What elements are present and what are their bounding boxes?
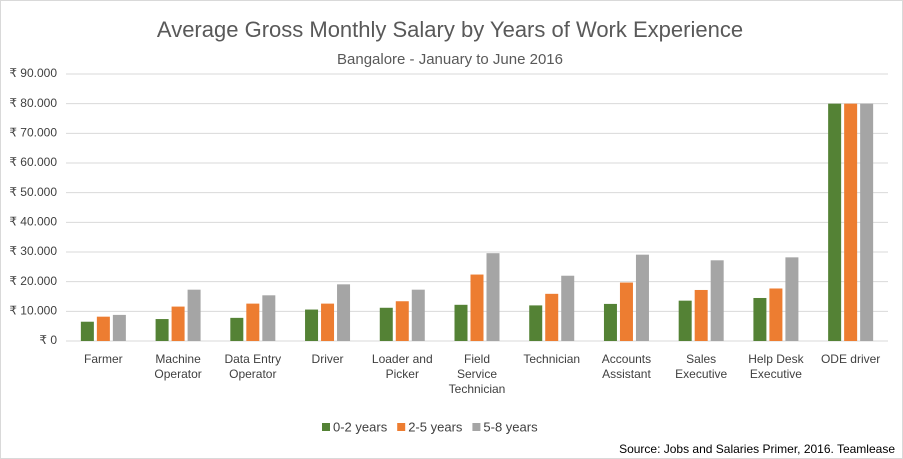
bar xyxy=(603,303,617,341)
bar xyxy=(529,305,543,341)
x-tick-line: Technician xyxy=(523,352,580,366)
x-tick-label: Sales Executive xyxy=(675,352,727,381)
bar xyxy=(785,257,799,341)
bar xyxy=(246,303,260,341)
source-note: Source: Jobs and Salaries Primer, 2016. … xyxy=(619,442,895,456)
legend-swatch xyxy=(397,423,406,431)
bar xyxy=(470,274,484,341)
bar xyxy=(395,301,409,341)
x-tick-line: Sales xyxy=(686,352,716,366)
x-tick-line: Technician xyxy=(449,382,506,396)
bar xyxy=(710,260,724,341)
x-tick-line: Field xyxy=(464,352,490,366)
x-tick-line: Machine xyxy=(155,352,201,366)
bar xyxy=(619,282,633,341)
y-tick-label: ₹ 30.000 xyxy=(9,244,57,258)
x-tick-line: Help Desk xyxy=(748,352,804,366)
legend-label: 2-5 years xyxy=(408,419,463,434)
bar xyxy=(828,103,842,342)
x-tick-label: Farmer xyxy=(84,352,123,366)
bar xyxy=(753,297,767,341)
x-tick-line: Operator xyxy=(154,367,201,381)
bar xyxy=(321,303,335,341)
x-tick-line: Executive xyxy=(750,367,802,381)
bar xyxy=(694,289,708,341)
x-tick-label: Machine Operator xyxy=(154,352,201,381)
x-tick-label: Accounts Assistant xyxy=(602,352,652,381)
bar xyxy=(112,314,126,341)
bar xyxy=(230,317,244,341)
x-tick-label: Field Service Technician xyxy=(449,352,506,396)
x-tick-label: Loader and Picker xyxy=(372,352,433,381)
y-tick-label: ₹ 50.000 xyxy=(9,185,57,199)
legend-swatch xyxy=(472,423,481,431)
legend-label: 0-2 years xyxy=(333,419,388,434)
x-tick-line: Assistant xyxy=(602,367,651,381)
legend-swatch xyxy=(322,423,330,431)
y-tick-label: ₹ 10.000 xyxy=(9,304,57,318)
x-tick-line: Accounts xyxy=(602,352,651,366)
bar xyxy=(155,319,169,341)
y-tick-label: ₹ 40.000 xyxy=(9,215,57,229)
bar xyxy=(96,316,110,341)
x-tick-label: ODE driver xyxy=(821,352,880,366)
y-tick-label: ₹ 60.000 xyxy=(9,155,57,169)
bar xyxy=(379,307,393,341)
bar xyxy=(305,309,319,341)
y-tick-label: ₹ 70.000 xyxy=(9,126,57,140)
x-tick-line: Executive xyxy=(675,367,727,381)
x-tick-label: Help Desk Executive xyxy=(748,352,804,381)
y-tick-label: ₹ 20.000 xyxy=(9,274,57,288)
y-tick-label: ₹ 90.000 xyxy=(9,66,57,80)
bar xyxy=(411,289,425,341)
x-tick-line: Service xyxy=(457,367,497,381)
x-tick-label: Data Entry Operator xyxy=(224,352,281,381)
bar xyxy=(860,103,874,342)
bar xyxy=(635,254,649,341)
y-tick-label: ₹ 0 xyxy=(39,333,57,347)
legend-label: 5-8 years xyxy=(483,419,538,434)
x-tick-label: Technician xyxy=(523,352,580,366)
bar xyxy=(187,289,201,341)
x-tick-line: Data Entry xyxy=(224,352,281,366)
bar xyxy=(486,253,500,341)
bar xyxy=(678,300,692,341)
bar xyxy=(769,288,783,341)
bar xyxy=(454,304,468,341)
x-tick-line: ODE driver xyxy=(821,352,880,366)
chart-title: Average Gross Monthly Salary by Years of… xyxy=(157,17,743,42)
bar xyxy=(844,103,858,342)
bar xyxy=(80,321,94,341)
bar xyxy=(262,295,276,341)
x-tick-line: Driver xyxy=(312,352,344,366)
bar xyxy=(171,306,185,341)
bar xyxy=(337,284,351,341)
chart-subtitle: Bangalore - January to June 2016 xyxy=(337,51,563,68)
x-tick-label: Driver xyxy=(312,352,344,366)
x-tick-line: Operator xyxy=(229,367,276,381)
y-tick-label: ₹ 80.000 xyxy=(9,96,57,110)
bar xyxy=(545,293,559,341)
x-tick-line: Loader and xyxy=(372,352,433,366)
x-tick-line: Picker xyxy=(386,367,419,381)
bar xyxy=(561,275,575,341)
x-tick-line: Farmer xyxy=(84,352,123,366)
